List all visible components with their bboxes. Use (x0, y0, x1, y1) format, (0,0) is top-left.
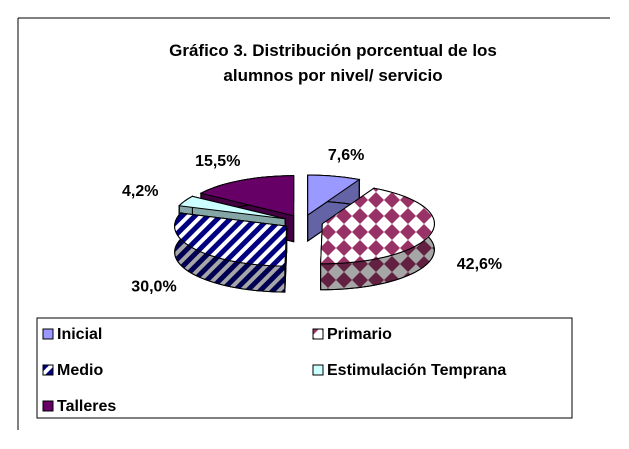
slice (174, 212, 288, 267)
legend-box (36, 317, 573, 419)
legend-swatch (42, 364, 54, 376)
chart-title: Gráfico 3. Distribución porcentual de lo… (169, 41, 497, 85)
legend-swatch (312, 364, 324, 376)
legend-swatch (42, 400, 54, 412)
data-label: 15,5% (195, 153, 240, 170)
slice (199, 175, 295, 217)
legend-label: Medio (57, 362, 103, 379)
legend-label: Talleres (57, 398, 116, 415)
slice (307, 174, 361, 217)
data-label: 7,6% (328, 147, 364, 164)
data-label: 30,0% (131, 278, 176, 295)
data-label: 42,6% (457, 256, 502, 273)
slice (320, 187, 435, 265)
legend-label: Inicial (57, 326, 102, 343)
data-label: 4,2% (122, 183, 158, 200)
legend-label: Estimulación Temprana (327, 362, 506, 379)
legend-swatch (42, 328, 54, 340)
legend-swatch (312, 328, 324, 340)
slice (178, 195, 286, 220)
legend-label: Primario (327, 326, 392, 343)
